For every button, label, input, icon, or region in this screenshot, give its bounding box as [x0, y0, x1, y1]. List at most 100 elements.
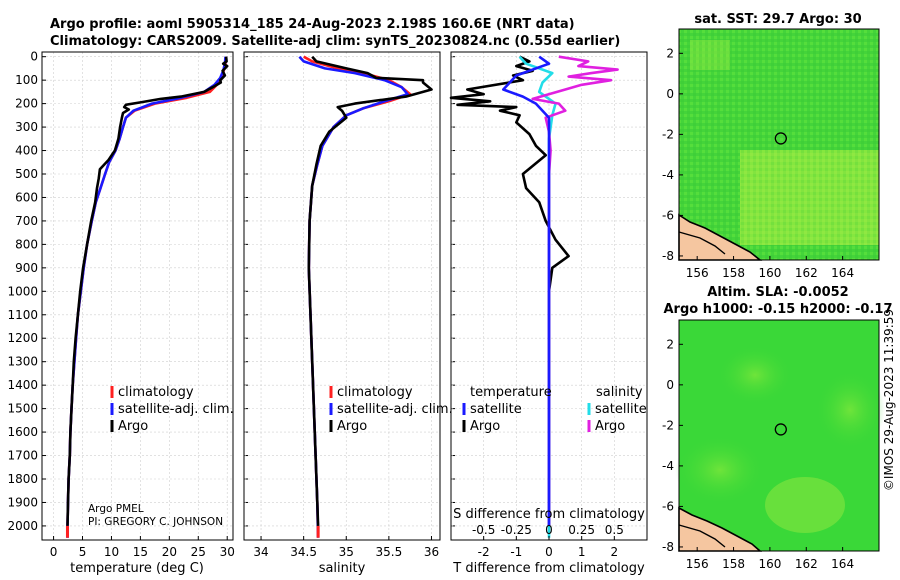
sla-high-region: [765, 477, 845, 533]
map-y-tick-label: -8: [662, 540, 674, 554]
legend-s-satellite-label: satellite: [595, 402, 647, 417]
series-line-s-satellite: [502, 55, 551, 526]
legend-climatology-label: climatology: [337, 385, 413, 400]
y-tick-label: 1600: [7, 425, 38, 439]
x-tick-label: 0: [50, 545, 58, 559]
x-tick-label: 2: [611, 545, 619, 559]
sla-map-title-1: Altim. SLA: -0.0052: [707, 285, 848, 300]
sst-warm-patch: [740, 150, 879, 245]
map-x-tick-label: 164: [831, 557, 854, 571]
sst-map-title: sat. SST: 29.7 Argo: 30: [694, 12, 861, 27]
sla-map-panel: Altim. SLA: -0.0052 Argo h1000: -0.15 h2…: [662, 285, 892, 571]
x-tick-label: 34: [253, 545, 268, 559]
map-x-tick-label: 164: [831, 266, 854, 280]
series-line-t-argo: [449, 55, 570, 526]
x-top-tick-label: 0.25: [568, 523, 595, 537]
legend-temperature-title: temperature: [470, 385, 552, 400]
title-line-1: Argo profile: aoml 5905314_185 24-Aug-20…: [50, 17, 575, 32]
legend-climatology-label: climatology: [118, 385, 194, 400]
temperature-xlabel: temperature (deg C): [70, 561, 204, 576]
map-x-tick-label: 162: [795, 266, 818, 280]
series-line-climatology: [303, 55, 412, 538]
difference-xlabel-top: S difference from climatology: [453, 507, 645, 522]
x-tick-label: 5: [79, 545, 87, 559]
legend-satellite-clim-label: satellite-adj. clim.: [118, 402, 234, 417]
map-y-tick-label: -4: [662, 168, 674, 182]
x-tick-label: 20: [162, 545, 177, 559]
x-tick-label: 1: [578, 545, 586, 559]
map-y-tick-label: 2: [666, 46, 674, 60]
salinity-xlabel: salinity: [319, 561, 366, 576]
sla-coast-line: [678, 524, 726, 548]
map-x-tick-label: 156: [686, 557, 709, 571]
legend-argo-label: Argo: [118, 419, 148, 434]
map-x-tick-label: 160: [758, 266, 781, 280]
map-y-tick-label: -8: [662, 249, 674, 263]
y-tick-label: 200: [15, 97, 38, 111]
map-y-tick-label: -2: [662, 127, 674, 141]
map-y-tick-label: -2: [662, 418, 674, 432]
map-y-tick-label: 0: [666, 378, 674, 392]
difference-panel: -2 -1 0 1 2 -0.5 -0.25 0 0.25 0.5 T difference f…: [449, 51, 648, 576]
sla-map-title-2: Argo h1000: -0.15 h2000: -0.17: [663, 302, 892, 317]
x-tick-label: 25: [191, 545, 206, 559]
salinity-axes-frame: [243, 51, 441, 541]
sla-high-region: [675, 435, 765, 505]
map-x-tick-label: 156: [686, 266, 709, 280]
x-top-tick-label: 0.5: [605, 523, 624, 537]
y-tick-label: 900: [15, 261, 38, 275]
map-y-tick-label: -4: [662, 459, 674, 473]
x-tick-label: 15: [133, 545, 148, 559]
sst-coast-line: [678, 231, 726, 255]
sst-map-frame: [678, 28, 880, 261]
y-tick-label: 2000: [7, 519, 38, 533]
temperature-legend: climatology satellite-adj. clim. Argo: [110, 385, 234, 434]
y-tick-label: 1000: [7, 284, 38, 298]
y-tick-label: 1900: [7, 495, 38, 509]
map-x-tick-label: 158: [722, 266, 745, 280]
series-line-satellite-adj-clim-: [66, 56, 227, 538]
map-x-tick-label: 160: [758, 557, 781, 571]
map-y-tick-label: -6: [662, 499, 674, 513]
y-tick-label: 1200: [7, 331, 38, 345]
y-tick-label: 300: [15, 120, 38, 134]
series-line-argo: [307, 55, 433, 526]
salinity-legend: climatology satellite-adj. clim. Argo: [329, 385, 453, 434]
y-tick-label: 400: [15, 144, 38, 158]
legend-salinity-title: salinity: [596, 385, 643, 400]
y-tick-label: 500: [15, 167, 38, 181]
map-y-tick-label: -6: [662, 208, 674, 222]
y-tick-label: 1300: [7, 355, 38, 369]
x-tick-label: 30: [220, 545, 235, 559]
x-top-tick-label: 0: [545, 523, 553, 537]
sla-map-frame: [678, 319, 880, 552]
sst-argo-marker: [774, 132, 787, 145]
legend-t-satellite-label: satellite: [470, 402, 522, 417]
x-tick-label: 34.5: [290, 545, 317, 559]
y-tick-label: 700: [15, 214, 38, 228]
y-tick-label: 800: [15, 237, 38, 251]
temperature-axes-frame: [41, 51, 234, 541]
sst-warm-patch-north: [690, 40, 730, 70]
map-x-tick-label: 162: [795, 557, 818, 571]
y-tick-label: 600: [15, 190, 38, 204]
legend-argo-label: Argo: [337, 419, 367, 434]
y-tick-label: 100: [15, 73, 38, 87]
y-tick-label: 1500: [7, 402, 38, 416]
credit-line-1: Argo PMEL: [88, 503, 144, 515]
sst-map-panel: sat. SST: 29.7 Argo: 30 156 158 160 162 164 2…: [662, 12, 880, 280]
map-y-tick-label: 2: [666, 337, 674, 351]
x-tick-label: 36: [424, 545, 439, 559]
legend-t-argo-label: Argo: [470, 419, 500, 434]
map-x-tick-label: 158: [722, 557, 745, 571]
x-tick-label: 0: [545, 545, 553, 559]
y-tick-label: 1800: [7, 472, 38, 486]
series-line-climatology: [66, 56, 228, 538]
imos-timestamp: ©IMOS 29-Aug-2023 11:39:59: [882, 309, 896, 491]
legend-satellite-clim-label: satellite-adj. clim.: [337, 402, 453, 417]
x-tick-label: -2: [478, 545, 490, 559]
x-tick-label: 35: [339, 545, 354, 559]
salinity-panel: 34 34.5 35 35.5 36 salinity climatology sate…: [243, 51, 453, 576]
x-top-tick-label: -0.5: [472, 523, 495, 537]
